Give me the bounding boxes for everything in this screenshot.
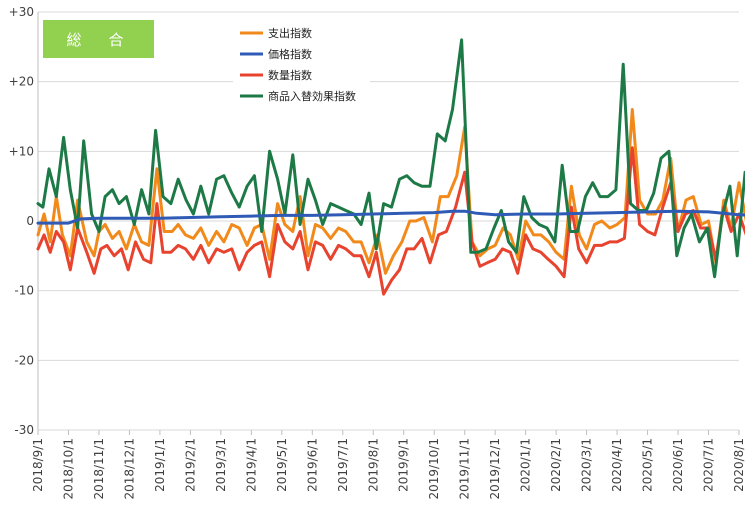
y-tick-label: 0 — [26, 214, 34, 228]
gridlines — [37, 11, 739, 431]
x-tick-label: 2018/12/1 — [122, 438, 136, 500]
series-line-3 — [36, 38, 745, 279]
series-lines — [36, 38, 745, 296]
x-tick-label: 2018/9/1 — [31, 438, 45, 492]
x-tick-label: 2020/4/1 — [610, 438, 624, 492]
x-tick-label: 2019/1/1 — [153, 438, 167, 492]
x-tick-label: 2019/4/1 — [244, 438, 258, 492]
x-tick-label: 2020/5/1 — [641, 438, 655, 492]
y-tick-label: +10 — [9, 144, 34, 158]
x-tick-label: 2019/12/1 — [488, 438, 502, 500]
x-tick-label: 2019/11/1 — [458, 438, 472, 500]
x-tick-label: 2019/8/1 — [366, 438, 380, 492]
x-tick-label: 2018/10/1 — [61, 438, 75, 500]
x-tick-label: 2019/7/1 — [336, 438, 350, 492]
legend-label: 支出指数 — [268, 26, 312, 40]
x-tick-label: 2018/11/1 — [92, 438, 106, 500]
series-line-2 — [36, 146, 745, 296]
y-tick-label: +30 — [9, 5, 34, 19]
series-line-0 — [36, 108, 745, 275]
x-tick-label: 2019/10/1 — [427, 438, 441, 500]
title-badge-label: 総 合 — [66, 31, 129, 49]
legend-label: 商品入替効果指数 — [268, 89, 356, 103]
title-badge: 総 合 — [43, 20, 154, 58]
x-tick-label: 2020/6/1 — [671, 438, 685, 492]
x-tick-label: 2020/7/1 — [702, 438, 716, 492]
y-tick-label: -30 — [14, 423, 34, 437]
y-tick-label: -10 — [14, 284, 34, 298]
series-line-1 — [36, 209, 745, 225]
x-tick-label: 2020/8/1 — [732, 438, 745, 492]
x-tick-label: 2019/3/1 — [214, 438, 228, 492]
x-tick-label: 2019/9/1 — [397, 438, 411, 492]
y-axis-ticks: +30 +20 +10 0 -10 -20 -30 — [9, 5, 34, 437]
x-tick-label: 2019/6/1 — [305, 438, 319, 492]
x-tick-label: 2020/1/1 — [519, 438, 533, 492]
x-tick-label: 2019/5/1 — [275, 438, 289, 492]
y-tick-label: -20 — [14, 353, 34, 367]
y-tick-label: +20 — [9, 75, 34, 89]
title-badge-box — [43, 20, 154, 58]
legend-label: 数量指数 — [268, 68, 312, 82]
x-tick-label: 2020/3/1 — [580, 438, 594, 492]
legend-label: 価格指数 — [268, 47, 312, 61]
x-tick-label: 2020/2/1 — [549, 438, 563, 492]
x-axis-ticks: 2018/9/1 2018/10/1 2018/11/1 2018/12/1 2019/… — [31, 430, 745, 500]
x-tick-label: 2019/2/1 — [183, 438, 197, 492]
